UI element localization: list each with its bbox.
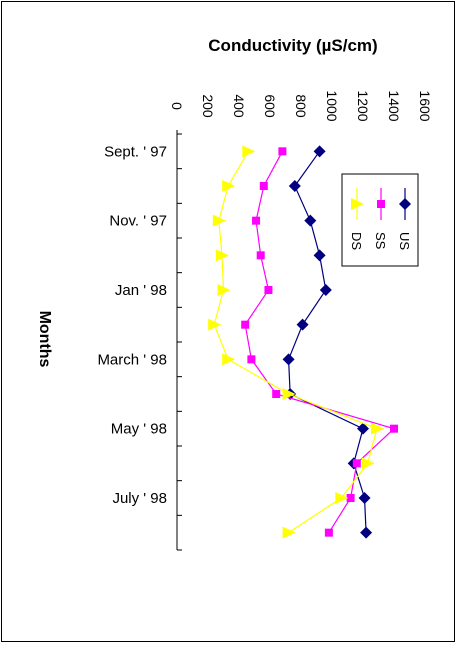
x-tick-label: 1000 (324, 90, 340, 121)
data-point (259, 182, 268, 190)
y-axis-label: Months (36, 311, 53, 368)
data-point (335, 492, 349, 504)
legend-entry-ss: SS (373, 188, 388, 250)
legend: US SS DS (341, 173, 419, 267)
data-point (352, 459, 361, 468)
category-label: Jan ' 98 (115, 282, 167, 299)
data-point (296, 318, 309, 331)
data-point (241, 320, 250, 329)
data-point (256, 251, 265, 260)
data-point (313, 249, 326, 262)
x-tick-label: 1200 (355, 90, 371, 121)
x-tick-label: 0 (169, 102, 185, 110)
series-layer (208, 145, 398, 539)
data-point (264, 286, 273, 294)
data-point (212, 214, 226, 227)
data-point (208, 318, 222, 331)
legend-label: US (397, 232, 412, 250)
data-point (370, 422, 384, 435)
x-tick-label: 1400 (386, 90, 402, 121)
legend-label: SS (373, 232, 388, 250)
data-point (377, 200, 385, 208)
legend-label: DS (349, 232, 364, 250)
category-label: July ' 98 (112, 490, 167, 507)
data-point (346, 494, 355, 502)
data-point (361, 457, 375, 470)
axes: 0 200 400 600 800 1000 1200 1400 1600 Sept. ' 97 N… (97, 90, 433, 551)
data-point (217, 284, 231, 296)
data-point (304, 214, 317, 227)
series-line (213, 151, 378, 534)
data-point (351, 198, 364, 210)
data-point (390, 424, 398, 433)
data-point (399, 198, 411, 210)
data-point (324, 528, 333, 537)
series-line (244, 151, 396, 533)
data-point (222, 353, 236, 366)
data-point (252, 216, 261, 225)
x-tick-label: 400 (231, 94, 247, 118)
data-point (282, 353, 295, 366)
data-point (222, 180, 236, 192)
chart-title: Conductivity (µS/cm) (208, 36, 377, 55)
data-point (288, 180, 301, 192)
data-point (247, 355, 256, 364)
data-point (215, 249, 229, 262)
data-point (357, 422, 369, 435)
conductivity-chart: Conductivity (µS/cm) Months 0 200 400 600 80… (36, 36, 433, 551)
x-tick-label: 600 (262, 94, 278, 118)
series-ds (208, 145, 384, 539)
x-tick-label: 200 (200, 94, 216, 118)
category-label: Nov. ' 97 (109, 213, 167, 230)
category-label: Sept. ' 97 (104, 143, 167, 160)
category-label: May ' 98 (111, 421, 167, 438)
x-tick-label: 1600 (417, 90, 433, 121)
legend-entry-us: US (397, 188, 412, 250)
data-point (319, 284, 332, 296)
data-point (272, 390, 281, 398)
data-point (242, 145, 256, 158)
category-label: March ' 98 (97, 351, 167, 368)
legend-entry-ds: DS (349, 188, 364, 250)
data-point (358, 492, 371, 504)
series-ss (241, 147, 398, 537)
x-tick-label: 800 (293, 94, 309, 118)
data-point (282, 388, 296, 400)
data-point (313, 145, 326, 158)
data-point (278, 147, 287, 156)
legend-box (341, 173, 419, 267)
data-point (282, 526, 296, 539)
data-point (360, 526, 373, 539)
